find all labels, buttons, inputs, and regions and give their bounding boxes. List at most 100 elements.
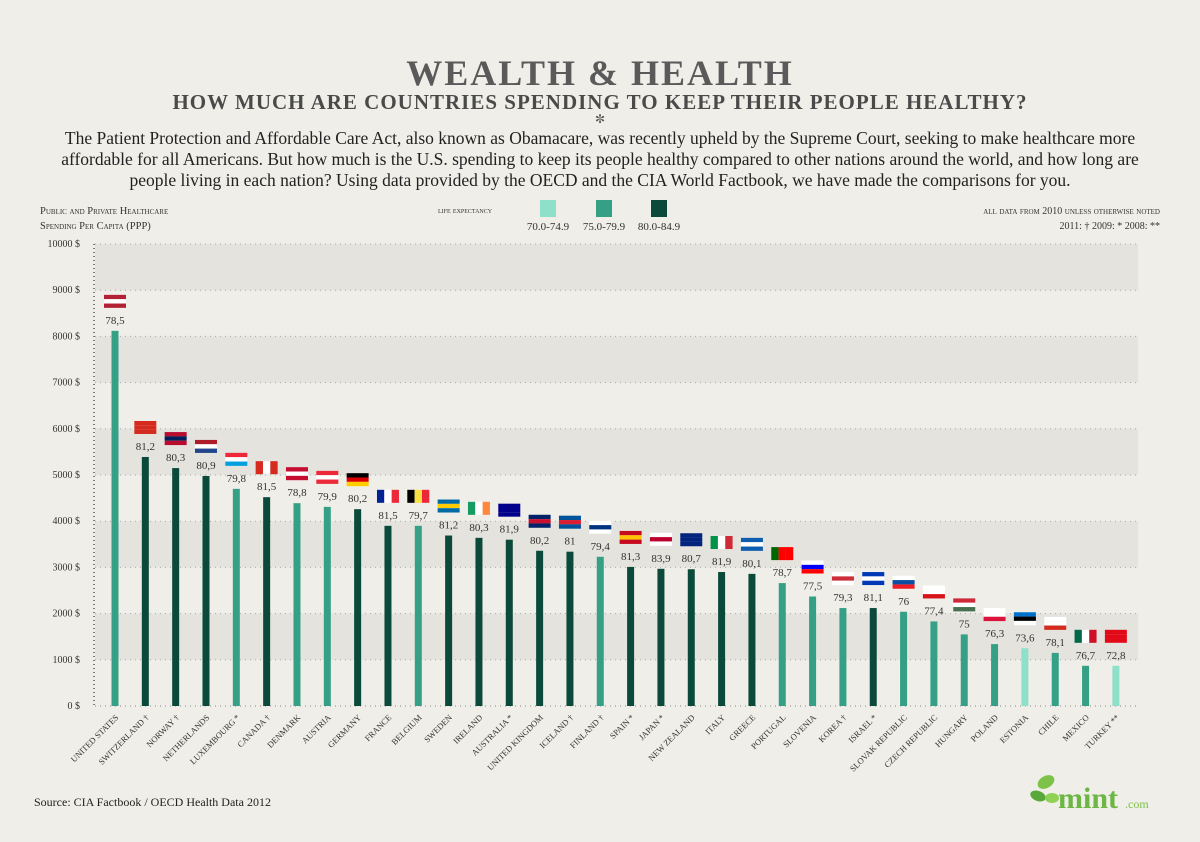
flag-stripe <box>164 440 187 446</box>
life-expectancy-label: 80,9 <box>196 460 216 472</box>
flag-stripe <box>558 515 581 521</box>
flag-stripe <box>1104 629 1127 635</box>
flag-stripe <box>270 461 278 475</box>
flag-icon <box>589 520 612 534</box>
flag-icon <box>134 420 157 434</box>
grid-band <box>95 613 1138 660</box>
flag-stripe <box>255 461 263 475</box>
flag-stripe <box>558 520 581 525</box>
x-tick-label: ITALY <box>703 712 727 736</box>
flag-stripe <box>134 429 157 434</box>
life-expectancy-label: 81,2 <box>136 441 155 453</box>
x-tick-label: CZECH REPUBLIC <box>882 712 940 770</box>
flag-stripe <box>1013 616 1036 621</box>
flag-stripe <box>619 535 642 540</box>
grid-band <box>95 244 1138 291</box>
flag-icon <box>862 572 885 586</box>
bar <box>1021 648 1029 706</box>
flag-stripe <box>1104 634 1127 639</box>
flag-stripe <box>194 439 217 445</box>
flag-icon <box>619 530 642 544</box>
flag-stripe <box>437 508 460 513</box>
flag-icon <box>740 537 763 551</box>
bar <box>657 568 665 706</box>
flag-stripe <box>285 467 308 472</box>
flag-stripe <box>831 576 854 581</box>
x-tick-label: SLOVENIA <box>781 712 819 750</box>
flag-stripe <box>680 541 703 547</box>
flag-icon <box>801 560 824 574</box>
flag-stripe <box>740 542 763 547</box>
life-expectancy-label: 79,8 <box>227 473 247 485</box>
grid-band <box>95 336 1138 383</box>
bar <box>991 644 999 706</box>
flag-stripe <box>475 501 483 515</box>
bar <box>687 569 695 706</box>
bar <box>839 608 847 706</box>
flag-icon <box>164 432 187 446</box>
grid-band <box>95 521 1138 568</box>
legend-swatch-light <box>540 200 556 217</box>
flag-stripe <box>384 489 392 503</box>
y-tick-label: 2000 $ <box>53 609 81 620</box>
life-expectancy-label: 81,2 <box>439 520 458 532</box>
flag-stripe <box>589 520 612 526</box>
flag-stripe <box>862 572 885 577</box>
life-expectancy-label: 81,9 <box>500 524 520 536</box>
life-expectancy-label: 78,5 <box>105 315 125 327</box>
bar <box>960 634 968 706</box>
bar <box>111 330 119 706</box>
life-expectancy-label: 73,6 <box>1015 632 1035 644</box>
flag-stripe <box>104 294 126 300</box>
flag-stripe <box>164 436 187 441</box>
flag-icon <box>558 515 581 529</box>
y-tick-label: 9000 $ <box>53 285 81 296</box>
flag-stripe <box>862 576 885 581</box>
flag-stripe <box>437 503 460 509</box>
life-expectancy-label: 79,9 <box>318 491 338 503</box>
legend-title: life expectancy <box>438 205 493 215</box>
flag-stripe <box>1089 629 1097 643</box>
bar <box>323 506 331 706</box>
flag-stripe <box>892 584 915 589</box>
x-tick-label: HUNGARY <box>933 712 970 749</box>
y-tick-label: 4000 $ <box>53 516 81 527</box>
flag-icon <box>892 575 915 589</box>
flag-stripe <box>225 452 248 458</box>
intro-text: The Patient Protection and Affordable Ca… <box>61 128 1139 190</box>
y-tick-label: 3000 $ <box>53 562 81 573</box>
flag-stripe <box>421 489 430 503</box>
flag-stripe <box>134 425 157 430</box>
flag-stripe <box>1044 625 1067 630</box>
flag-stripe <box>892 575 915 581</box>
bar <box>384 525 392 706</box>
grid-band <box>95 428 1138 475</box>
bar <box>596 556 604 706</box>
bar <box>718 572 726 706</box>
bar <box>809 596 817 706</box>
bar <box>414 525 422 706</box>
bar <box>748 573 756 706</box>
flag-stripe <box>953 607 976 612</box>
life-expectancy-label: 81,3 <box>621 551 641 563</box>
life-expectancy-label: 79,7 <box>409 510 429 522</box>
bar <box>293 503 301 706</box>
y-tick-label: 8000 $ <box>53 331 81 342</box>
life-expectancy-label: 78,8 <box>287 487 307 499</box>
flag-icon <box>649 532 672 546</box>
flag-stripe <box>740 537 763 543</box>
flag-stripe <box>498 503 521 509</box>
bar <box>475 537 483 706</box>
flag-icon <box>376 489 399 503</box>
flag-icon <box>1104 629 1127 643</box>
flag-stripe <box>953 602 976 608</box>
x-tick-label: SPAIN * <box>608 712 636 740</box>
flag-stripe <box>467 501 476 515</box>
flag-stripe <box>346 477 369 482</box>
legend-label-light: 70.0-74.9 <box>526 221 570 233</box>
flag-icon <box>255 461 278 475</box>
y-tick-label: 10000 $ <box>48 239 81 250</box>
flag-icon <box>467 501 490 515</box>
flag-stripe <box>717 536 726 550</box>
